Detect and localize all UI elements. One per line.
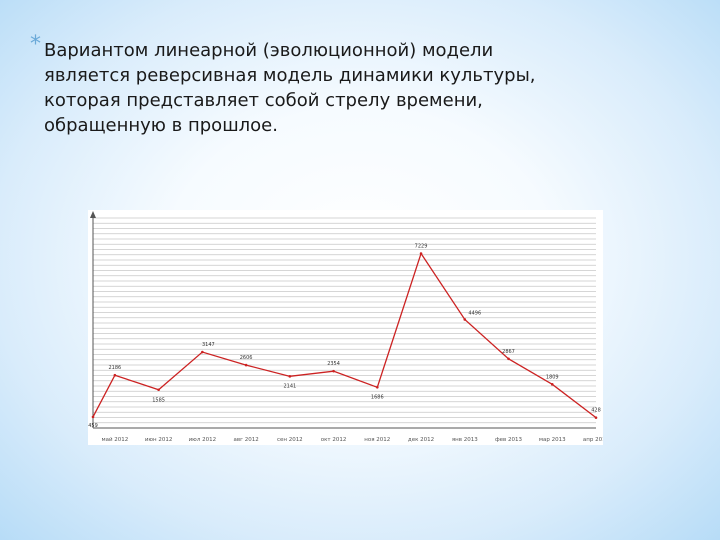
data-point: [201, 350, 204, 354]
slide-text: * Вариантом линеарной (эволюционной) мод…: [30, 32, 590, 138]
data-label: 2867: [502, 349, 515, 355]
bullet-mark: *: [30, 32, 41, 57]
data-label: 2186: [109, 365, 122, 371]
data-label: 459: [88, 423, 98, 429]
data-point: [419, 252, 423, 255]
text-line-2: является реверсивная модель динамики кул…: [44, 65, 536, 86]
line-chart: май 2012 июн 2012 июл 2012 авг 2012 сен 2012…: [88, 210, 603, 445]
data-label: 2354: [327, 361, 340, 367]
data-point: [376, 386, 379, 389]
x-tick-label: мар 2013: [539, 437, 566, 443]
x-tick-label: дек 2012: [408, 437, 434, 443]
x-tick-label: фев 2013: [495, 437, 523, 443]
data-label: 1585: [152, 398, 165, 404]
data-point: [507, 357, 510, 361]
data-label: 4496: [468, 310, 481, 316]
x-tick-label: ноя 2012: [364, 437, 390, 443]
data-label: 2141: [283, 383, 296, 389]
data-point: [332, 369, 335, 373]
data-label: 3147: [202, 342, 215, 348]
data-label: 428: [591, 408, 601, 414]
x-tick-label: апр 2013: [583, 437, 603, 443]
x-tick-label: окт 2012: [321, 437, 347, 443]
data-label: 1686: [371, 394, 384, 400]
x-tick-label: янв 2013: [452, 437, 478, 443]
x-tick-label: сен 2012: [277, 437, 303, 443]
data-label: 2606: [240, 355, 253, 361]
data-point: [550, 383, 554, 386]
x-tick-label: июл 2012: [189, 437, 216, 443]
y-axis-arrow: [90, 211, 96, 218]
data-label: 1809: [546, 374, 559, 380]
data-point: [288, 375, 292, 378]
x-tick-label: май 2012: [101, 436, 128, 443]
data-point: [244, 363, 248, 367]
x-tick-label: июн 2012: [145, 437, 173, 443]
series-line: [92, 252, 597, 419]
chart-svg: май 2012 июн 2012 июл 2012 авг 2012 сен 2012…: [88, 211, 603, 443]
text-line-1: Вариантом линеарной (эволюционной) модел…: [44, 40, 494, 61]
text-line-3: которая представляет собой стрелу времен…: [44, 90, 483, 111]
text-line-4: обращенную в прошлое.: [44, 115, 278, 136]
data-point: [463, 318, 467, 321]
data-point: [157, 388, 160, 392]
data-point: [594, 416, 598, 419]
data-point: [113, 373, 117, 377]
x-tick-label: авг 2012: [233, 437, 258, 443]
data-label: 7229: [415, 244, 428, 250]
data-point: [91, 415, 95, 419]
